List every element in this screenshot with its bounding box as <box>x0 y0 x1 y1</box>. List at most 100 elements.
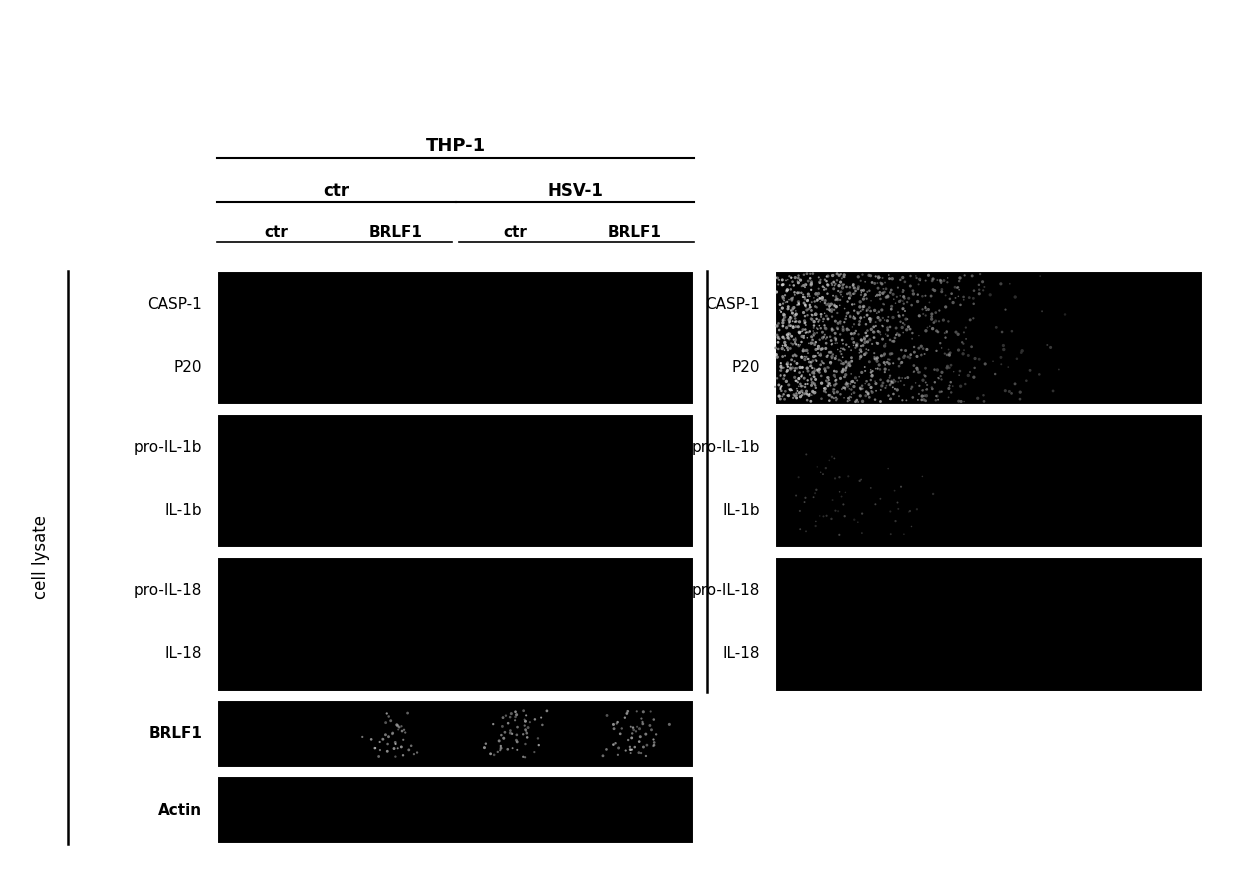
Point <box>923 274 942 288</box>
Point <box>851 349 870 363</box>
Point <box>1032 305 1052 319</box>
Point <box>915 274 935 288</box>
Point <box>774 297 794 311</box>
Point <box>516 723 536 737</box>
Point <box>827 392 847 406</box>
Point <box>799 346 818 361</box>
Point <box>870 292 890 306</box>
Point <box>660 718 680 732</box>
Point <box>909 309 929 323</box>
Point <box>822 449 842 464</box>
Point <box>842 354 862 369</box>
Point <box>831 328 851 342</box>
Point <box>792 322 812 337</box>
Point <box>822 305 842 319</box>
Point <box>887 289 906 304</box>
Point <box>937 271 957 285</box>
Point <box>506 733 526 748</box>
Point <box>800 368 820 382</box>
Point <box>796 524 816 538</box>
Point <box>801 266 821 281</box>
Point <box>821 345 841 360</box>
Point <box>921 310 941 324</box>
Point <box>914 392 934 407</box>
Point <box>899 504 919 519</box>
Point <box>797 373 817 387</box>
Point <box>827 321 847 335</box>
Point <box>928 363 947 377</box>
Text: IL-1b: IL-1b <box>723 503 760 519</box>
Point <box>804 290 823 305</box>
Point <box>873 332 893 346</box>
Point <box>787 286 807 300</box>
Point <box>888 375 908 389</box>
Point <box>823 382 843 396</box>
Point <box>789 338 808 353</box>
Point <box>802 333 822 347</box>
Point <box>813 467 833 481</box>
Point <box>883 311 903 325</box>
Point <box>806 353 826 367</box>
Point <box>794 365 813 379</box>
Point <box>826 333 846 347</box>
Point <box>882 374 901 388</box>
Point <box>918 321 937 335</box>
Point <box>851 304 870 318</box>
Point <box>831 293 851 307</box>
Point <box>836 355 856 369</box>
Point <box>892 343 911 357</box>
Point <box>796 278 816 292</box>
Point <box>775 288 795 302</box>
Point <box>506 705 526 719</box>
Point <box>770 303 790 317</box>
Point <box>866 497 885 511</box>
Point <box>791 273 811 287</box>
Point <box>376 716 396 730</box>
Point <box>970 287 990 301</box>
Point <box>900 351 920 365</box>
Point <box>889 352 909 366</box>
Point <box>857 329 877 343</box>
Point <box>830 353 849 367</box>
Point <box>797 308 817 322</box>
Point <box>921 307 941 321</box>
Point <box>782 306 802 321</box>
Point <box>804 490 823 504</box>
Point <box>911 348 931 362</box>
Point <box>866 352 885 366</box>
Point <box>825 386 844 400</box>
Point <box>838 379 858 393</box>
Point <box>792 324 812 338</box>
Point <box>790 361 810 375</box>
Point <box>937 275 957 289</box>
Point <box>771 380 791 394</box>
Point <box>832 354 852 369</box>
Point <box>802 353 822 368</box>
Point <box>806 514 826 528</box>
Point <box>625 740 645 754</box>
Point <box>859 333 879 347</box>
Point <box>634 740 653 754</box>
Point <box>910 274 930 288</box>
Point <box>389 720 409 734</box>
Point <box>807 300 827 314</box>
Point <box>810 291 830 305</box>
Point <box>895 274 915 289</box>
Point <box>856 377 875 391</box>
Point <box>884 387 904 401</box>
Point <box>867 306 887 321</box>
Point <box>825 391 844 405</box>
Point <box>895 371 915 385</box>
Point <box>827 292 847 306</box>
Point <box>843 328 863 342</box>
Point <box>856 346 875 361</box>
Point <box>831 341 851 355</box>
Point <box>779 315 799 329</box>
Point <box>817 370 837 385</box>
Point <box>777 302 797 316</box>
Point <box>632 715 652 729</box>
Point <box>981 288 1001 302</box>
Point <box>838 394 858 408</box>
Point <box>1011 392 1030 406</box>
Point <box>949 343 968 357</box>
